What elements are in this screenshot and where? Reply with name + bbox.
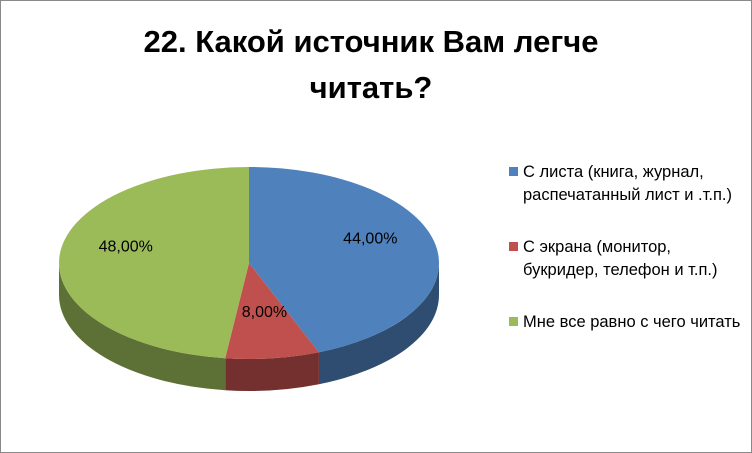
slice-side bbox=[59, 263, 226, 391]
data-label: 48,00% bbox=[99, 238, 153, 255]
legend-swatch bbox=[509, 242, 518, 251]
legend-swatch bbox=[509, 317, 518, 326]
legend-entry: С листа (книга, журнал, распечатанный ли… bbox=[509, 161, 744, 207]
legend-label: С листа (книга, журнал, распечатанный ли… bbox=[523, 163, 732, 204]
slice bbox=[58, 167, 250, 359]
data-label: 44,00% bbox=[343, 231, 397, 248]
legend-entry: С экрана (монитор, букридер, телефон и т… bbox=[509, 236, 744, 282]
data-label: 8,00% bbox=[242, 304, 287, 321]
slice-side bbox=[318, 263, 439, 385]
legend-entry: Мне все равно с чего читать bbox=[509, 311, 744, 334]
legend-label: С экрана (монитор, букридер, телефон и т… bbox=[523, 238, 718, 279]
slice bbox=[225, 263, 319, 359]
legend-label: Мне все равно с чего читать bbox=[523, 313, 741, 331]
slice bbox=[249, 167, 440, 353]
slice-side bbox=[225, 352, 319, 392]
chart-title: 22. Какой источник Вам легче читать? bbox=[143, 24, 599, 105]
legend-swatch bbox=[509, 167, 518, 176]
